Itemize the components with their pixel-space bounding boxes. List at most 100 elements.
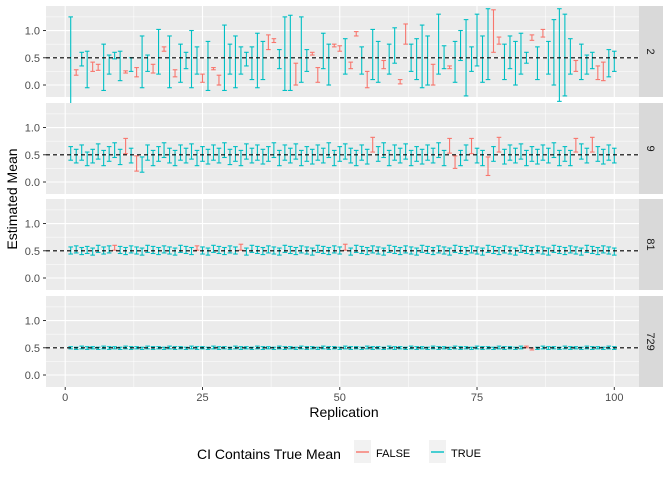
errorbar (249, 46, 255, 81)
panel-background (46, 103, 639, 194)
errorbar (189, 143, 194, 160)
errorbar (595, 65, 601, 81)
errorbar (595, 346, 601, 350)
errorbar (414, 346, 419, 350)
errorbar (381, 247, 386, 256)
errorbar (447, 65, 452, 70)
errorbar (238, 149, 244, 167)
facet-strip (639, 296, 663, 387)
errorbar (392, 27, 397, 64)
errorbar (178, 144, 183, 161)
facet-strip-label: 81 (644, 238, 656, 250)
errorbar (507, 144, 513, 161)
errorbar (397, 147, 403, 164)
errorbar (260, 40, 266, 81)
errorbar (299, 245, 304, 254)
panel-background (46, 199, 639, 290)
errorbar (304, 146, 310, 162)
errorbar (518, 244, 524, 253)
errorbar (524, 245, 529, 255)
errorbar (540, 345, 546, 350)
errorbar (150, 63, 156, 74)
errorbar (244, 346, 249, 350)
y-tick-label: 1.0 (25, 26, 40, 38)
errorbar (161, 46, 167, 52)
errorbar (293, 62, 299, 86)
errorbar (238, 346, 244, 350)
y-tick-label: 0.5 (25, 150, 40, 162)
errorbar (403, 23, 408, 45)
errorbar (425, 245, 430, 255)
errorbar (205, 40, 211, 92)
errorbar (579, 247, 584, 256)
errorbar (271, 38, 277, 44)
errorbar (611, 147, 617, 164)
errorbar (260, 148, 266, 165)
errorbar (562, 146, 568, 162)
errorbar (299, 149, 304, 167)
errorbar (441, 45, 447, 70)
errorbar (139, 156, 145, 173)
errorbar (513, 147, 518, 164)
facet-strip (639, 199, 663, 290)
errorbar (337, 146, 343, 162)
errorbar (167, 147, 172, 164)
x-tick-label: 25 (196, 392, 208, 404)
errorbar (408, 149, 414, 167)
errorbar (189, 246, 194, 256)
errorbar (255, 32, 260, 89)
errorbar (244, 51, 249, 67)
errorbar (134, 155, 139, 172)
errorbar (95, 63, 101, 71)
errorbar (573, 346, 579, 350)
errorbar (189, 345, 194, 350)
errorbar (106, 245, 112, 254)
errorbar (496, 36, 502, 45)
errorbar (370, 28, 375, 81)
errorbar (288, 346, 293, 350)
errorbar (266, 245, 271, 254)
y-tick-label: 1.0 (25, 316, 40, 328)
errorbar (211, 67, 216, 71)
errorbar (359, 46, 365, 75)
errorbar (320, 345, 326, 350)
errorbar (315, 67, 321, 83)
errorbar (90, 247, 95, 256)
errorbar (392, 144, 397, 161)
errorbar (551, 19, 557, 86)
errorbar (194, 46, 200, 75)
errorbar (397, 346, 403, 350)
errorbar (375, 146, 381, 162)
errorbar (611, 247, 617, 256)
errorbar (134, 246, 139, 255)
legend: CI Contains True Mean FALSE TRUE (197, 440, 481, 463)
errorbar (419, 346, 425, 350)
errorbar (112, 142, 117, 159)
facet-panel-729: 0.0 0.5 1.0 729 (25, 296, 663, 387)
errorbar (579, 143, 584, 160)
y-tick-label: 0.0 (25, 370, 40, 382)
errorbar (364, 148, 370, 165)
errorbar (79, 144, 84, 161)
errorbar (288, 14, 293, 92)
errorbar (502, 245, 507, 254)
errorbar (183, 51, 189, 70)
errorbar (282, 144, 288, 161)
errorbar (277, 49, 282, 70)
errorbar (430, 63, 436, 86)
y-tick-label: 0.0 (25, 273, 40, 285)
errorbar (502, 148, 507, 165)
errorbar (518, 32, 524, 75)
errorbar (205, 148, 211, 165)
errorbar (595, 146, 601, 162)
facet-strip (639, 6, 663, 97)
errorbar (277, 149, 282, 167)
errorbar (227, 43, 233, 75)
errorbar (546, 346, 551, 350)
legend-key-true (429, 440, 446, 463)
errorbar (524, 149, 529, 167)
errorbar (211, 244, 216, 253)
errorbar (189, 29, 194, 89)
errorbar (491, 9, 496, 53)
errorbar (315, 244, 321, 253)
